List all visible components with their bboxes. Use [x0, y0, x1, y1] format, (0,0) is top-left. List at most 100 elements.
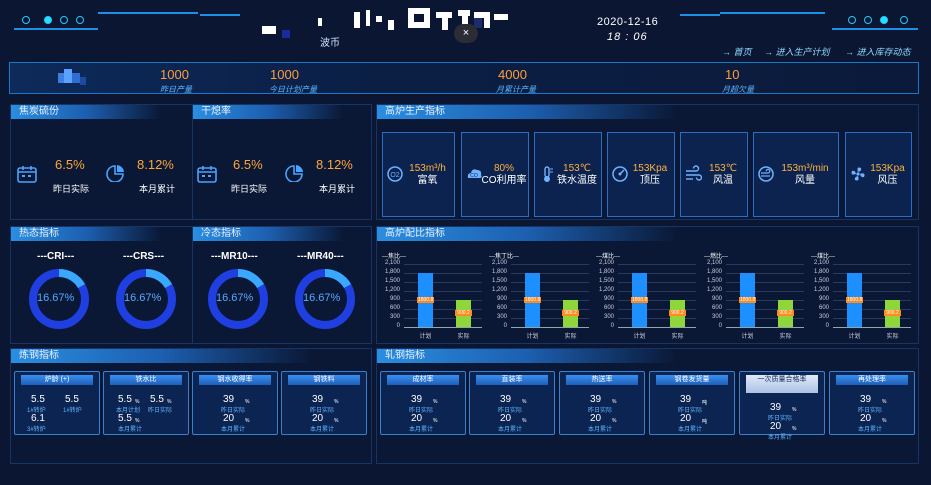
- kpi-card-title: 直装率: [476, 375, 548, 385]
- kpi-value: 20: [680, 413, 692, 424]
- crs-label: ---CRS---: [123, 251, 165, 262]
- gridline: [511, 264, 589, 265]
- gridline: [833, 264, 911, 265]
- bf-indicator-value: 153m³/min: [781, 163, 829, 174]
- summary-value: 1000: [270, 67, 299, 82]
- kpi-card-title: 再处理率: [836, 375, 908, 385]
- rolling-kpi-card: 成材率 39% 昨日实际 20% 本月累计: [380, 371, 466, 435]
- gridline: [833, 282, 911, 283]
- kpi-value: 39: [411, 394, 423, 405]
- summary-label: 昨日产量: [160, 85, 192, 94]
- y-tick-label: 1,500: [384, 278, 400, 284]
- monthly-value: 8.12%: [316, 157, 353, 172]
- ratio-chart-title: ---焦比---: [382, 254, 406, 260]
- svg-text:CO: CO: [470, 173, 478, 179]
- summary-value: 1000: [160, 67, 189, 82]
- nav-home-link[interactable]: → 首页: [722, 47, 752, 57]
- gridline: [726, 282, 804, 283]
- kpi-value: 20: [770, 421, 782, 432]
- mr10-label: ---MR10---: [211, 251, 258, 262]
- kpi-unit: %: [245, 418, 250, 424]
- gridline: [833, 300, 911, 301]
- gridline: [726, 300, 804, 301]
- kpi-unit: %: [522, 418, 527, 424]
- bf-indicator-value: 153℃: [563, 163, 591, 174]
- kpi-unit: 吨: [702, 419, 708, 425]
- gridline: [404, 327, 482, 328]
- co-icon: CO: [467, 169, 482, 179]
- nav-inventory-link[interactable]: → 进入库存动态: [845, 47, 911, 57]
- kpi-card-title: 钢卷发货量: [656, 375, 728, 385]
- ratio-chart-title: ---燃比---: [704, 254, 728, 260]
- y-tick-label: 0: [503, 323, 507, 329]
- bf-indicator-label: 顶压: [640, 175, 660, 186]
- bar-value-label: 1800.8: [846, 296, 863, 303]
- bf-indicator-value: 153m³/h: [409, 163, 446, 174]
- kpi-label: 本月计划: [116, 408, 141, 414]
- bar-value-label: 1800.8: [524, 296, 541, 303]
- gridline: [404, 291, 482, 292]
- y-tick-label: 0: [396, 323, 400, 329]
- kpi-label: 昨日实际: [498, 408, 523, 414]
- y-tick-label: 900: [496, 296, 507, 302]
- pie-chart-icon: [285, 165, 303, 182]
- calendar-icon: [17, 166, 37, 183]
- header-dot: [44, 16, 52, 24]
- current-date: 2020-12-16: [597, 16, 659, 28]
- steel-kpi-card: 铁水比 5.5% 5.5% 本月计划 昨日实际 5.5% 本月累计: [103, 371, 189, 435]
- ratio-chart-title: ---焦丁比---: [489, 254, 519, 260]
- kpi-value: 5.5: [118, 394, 132, 405]
- logo-obscured: [58, 69, 86, 87]
- kpi-label: 1#转炉: [63, 408, 82, 414]
- header-line-right-end: [680, 14, 720, 16]
- bar-value-label: 900.2: [562, 310, 579, 317]
- pie-chart-icon: [106, 165, 124, 182]
- bar-value-label: 1800.8: [417, 296, 434, 303]
- y-tick-label: 1,500: [491, 278, 507, 284]
- summary-value: 10: [725, 67, 740, 82]
- gridline: [618, 273, 696, 274]
- kpi-label: 昨日实际: [678, 408, 703, 414]
- app-title-obscured: [262, 6, 582, 46]
- y-tick-label: 0: [718, 323, 722, 329]
- y-tick-label: 900: [603, 296, 614, 302]
- kpi-unit: %: [433, 399, 438, 405]
- y-tick-label: 1,800: [491, 269, 507, 275]
- gridline: [404, 309, 482, 310]
- ratio-chart-title: ---煤比---: [811, 254, 835, 260]
- x-category-label: 实际: [886, 334, 899, 340]
- header-line-left: [14, 28, 98, 30]
- kpi-unit: %: [433, 418, 438, 424]
- gridline: [833, 327, 911, 328]
- y-tick-label: 2,100: [384, 260, 400, 266]
- y-tick-label: 1,500: [598, 278, 614, 284]
- gridline: [618, 300, 696, 301]
- rolling-kpi-card: 钢卷发货量 39 吨昨日实际 20 吨本月累计: [649, 371, 735, 435]
- header-dot: [22, 16, 30, 24]
- crs-donut-arc: [116, 269, 176, 329]
- nav-production-plan-link[interactable]: → 进入生产计划: [764, 47, 830, 57]
- header-line-right-top: [720, 12, 825, 14]
- rolling-kpi-card: 热送率 39% 昨日实际 20% 本月累计: [559, 371, 645, 435]
- y-tick-label: 2,100: [813, 260, 829, 266]
- kpi-value: 5.5: [150, 394, 164, 405]
- kpi-label: 本月累计: [118, 427, 143, 433]
- y-tick-label: 600: [603, 305, 614, 311]
- gridline: [726, 309, 804, 310]
- y-tick-label: 900: [389, 296, 400, 302]
- rolling-kpi-card: 直装率 39% 昨日实际 20% 本月累计: [469, 371, 555, 435]
- kpi-value: 20: [411, 413, 423, 424]
- summary-value: 4000: [498, 67, 527, 82]
- kpi-label: 本月累计: [409, 427, 434, 433]
- panel-title: 高炉生产指标: [377, 105, 677, 119]
- oxygen-icon: O2: [387, 166, 403, 182]
- gridline: [511, 327, 589, 328]
- kpi-label: 昨日实际: [221, 408, 246, 414]
- y-tick-label: 1,800: [384, 269, 400, 275]
- kpi-unit: %: [612, 399, 617, 405]
- y-tick-label: 1,200: [706, 287, 722, 293]
- kpi-value: 20: [312, 413, 324, 424]
- y-tick-label: 600: [389, 305, 400, 311]
- close-button[interactable]: ×: [454, 24, 478, 43]
